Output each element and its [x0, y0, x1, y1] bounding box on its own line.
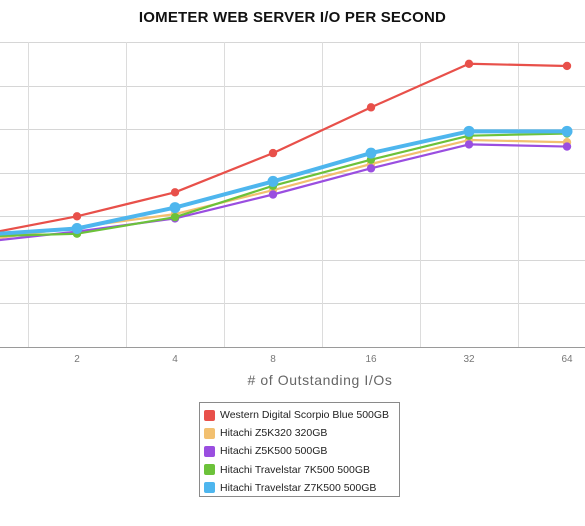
- data-point: [463, 125, 475, 137]
- data-point: [169, 202, 181, 214]
- legend-label: Hitachi Travelstar Z7K500 500GB: [220, 481, 377, 494]
- series-line: [0, 62, 569, 233]
- data-point: [464, 59, 474, 68]
- data-point: [464, 140, 474, 149]
- legend-swatch: [204, 482, 215, 494]
- x-tick-label: 4: [172, 354, 178, 365]
- data-point: [365, 147, 377, 159]
- data-point: [366, 164, 376, 173]
- chart-title: IOMETER WEB SERVER I/O PER SECOND: [138, 9, 447, 26]
- data-point: [268, 190, 278, 199]
- legend-swatch: [204, 445, 215, 457]
- data-point: [366, 103, 376, 112]
- data-point: [71, 222, 83, 234]
- legend-swatch: [204, 409, 215, 421]
- data-point: [562, 61, 572, 71]
- legend-label: Hitachi Z5K500 500GB: [220, 445, 328, 458]
- x-axis-label: # of Outstanding I/Os: [247, 372, 393, 388]
- x-tick-label: 32: [463, 354, 475, 365]
- legend-label: Hitachi Z5K320 320GB: [220, 427, 328, 440]
- x-tick-label: 8: [270, 354, 276, 365]
- series-line: [0, 138, 569, 239]
- data-point: [170, 212, 180, 222]
- x-tick-label: 16: [365, 354, 377, 365]
- legend-item: Hitachi Z5K500 500GB: [204, 442, 399, 460]
- chart-legend: Western Digital Scorpio Blue 500GB Hitach…: [199, 402, 400, 497]
- legend-item: Hitachi Travelstar 7K500 500GB: [204, 461, 399, 479]
- legend-label: Hitachi Travelstar 7K500 500GB: [220, 463, 370, 476]
- x-tick-label: 64: [561, 354, 573, 365]
- legend-item: Hitachi Travelstar Z7K500 500GB: [204, 479, 399, 497]
- x-tick-label: 2: [74, 354, 80, 365]
- data-point: [72, 212, 82, 221]
- legend-swatch: [204, 464, 215, 476]
- data-point: [268, 148, 278, 158]
- data-point: [562, 142, 572, 151]
- legend-item: Western Digital Scorpio Blue 500GB: [204, 406, 399, 424]
- data-point: [170, 188, 180, 197]
- legend-item: Hitachi Z5K320 320GB: [204, 424, 399, 442]
- data-point: [561, 125, 573, 137]
- data-point: [267, 175, 279, 187]
- legend-label: Western Digital Scorpio Blue 500GB: [220, 409, 390, 422]
- legend-swatch: [204, 427, 215, 439]
